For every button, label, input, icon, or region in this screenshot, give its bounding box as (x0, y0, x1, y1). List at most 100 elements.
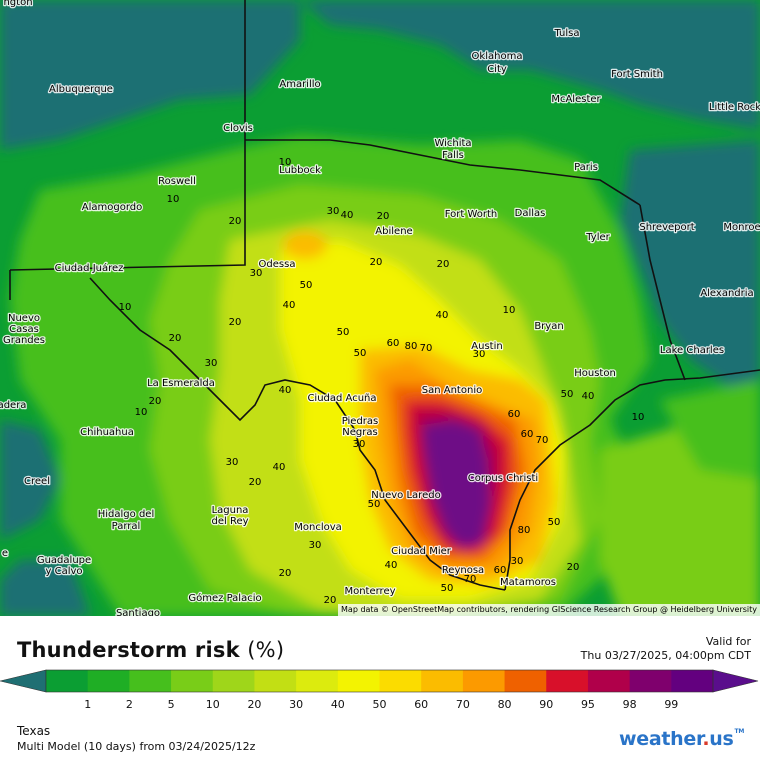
city-label-halo: Ciudad Juárez (55, 262, 124, 274)
weather-us-logo[interactable]: weather.usTM (619, 728, 744, 750)
city-label: Santiago (116, 608, 160, 616)
legend-tick-label: 30 (289, 698, 303, 711)
valid-time: Thu 03/27/2025, 04:00pm CDT (580, 649, 751, 662)
city-label: Ciudad Juárez (55, 262, 124, 274)
city-label-halo: Chihuahua (80, 427, 134, 438)
contour-label: 40 (436, 310, 449, 321)
title-text: Thunderstorm risk (17, 638, 240, 662)
city-label: Ciudad Acuña (307, 393, 376, 404)
contour-label: 50 (441, 583, 454, 594)
city-label-halo: Roswell (158, 176, 196, 187)
contour-label: 10 (632, 412, 645, 423)
city-label: y Calvo (45, 566, 82, 577)
legend-swatch (587, 670, 631, 692)
city-label-halo: Gómez Palacio (188, 592, 261, 604)
contour-label: 20 (437, 259, 450, 270)
contour-label: 40 (385, 560, 398, 571)
city-label: Austin (471, 341, 502, 352)
city-marker[interactable]: ee (1, 547, 10, 561)
city-label: Amarillo (279, 79, 320, 90)
contour-label: 20 (324, 595, 337, 606)
title-unit: (%) (247, 638, 285, 662)
city-label: Shreveport (639, 222, 694, 233)
city-label-halo: Laguna (212, 505, 249, 516)
contour-label: 30 (205, 358, 218, 369)
city-label-halo: Tulsa (553, 28, 579, 39)
city-label-halo: La Esmeralda (147, 378, 215, 389)
map-attribution[interactable]: Map data © OpenStreetMap contributors, r… (338, 604, 760, 616)
contour-label: 30 (327, 206, 340, 217)
thunderstorm-risk-map[interactable]: 10 10 20 30 40 20 30 50 20 20 40 40 10 20 10 50 60 80 70 50… (0, 0, 760, 616)
city-label: e (2, 548, 8, 559)
city-label: Houston (574, 368, 616, 379)
city-label-halo: Shreveport (639, 222, 694, 233)
contour-label: 40 (273, 462, 286, 473)
city-label: Casas (9, 324, 39, 335)
contour-label: 80 (405, 341, 418, 352)
contour-label: 70 (464, 574, 477, 585)
city-label: Tulsa (553, 28, 579, 39)
city-label: Falls (442, 150, 464, 161)
contour-label: 60 (521, 429, 534, 440)
legend-outline (45, 669, 714, 693)
city-label-halo: Falls (442, 150, 464, 161)
contour-label: 10 (135, 407, 148, 418)
